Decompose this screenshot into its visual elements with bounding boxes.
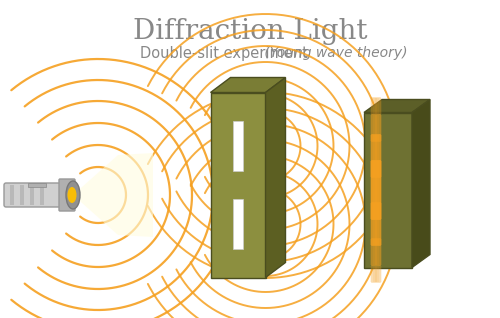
Bar: [370, 266, 382, 282]
Polygon shape: [364, 113, 412, 267]
Polygon shape: [364, 100, 430, 113]
Bar: [372, 135, 380, 177]
Bar: [28, 183, 46, 187]
Bar: [20, 185, 24, 205]
FancyBboxPatch shape: [59, 179, 75, 211]
FancyBboxPatch shape: [371, 265, 381, 283]
Bar: [233, 199, 243, 249]
Bar: [370, 135, 382, 177]
Bar: [370, 203, 382, 245]
Bar: [370, 115, 382, 141]
Bar: [374, 266, 378, 282]
Bar: [233, 121, 243, 171]
Text: Diffraction Light: Diffraction Light: [133, 18, 367, 45]
Bar: [374, 266, 378, 282]
Polygon shape: [266, 78, 285, 278]
Bar: [10, 185, 14, 205]
FancyBboxPatch shape: [371, 160, 381, 220]
Text: Double-slit experiment: Double-slit experiment: [140, 46, 308, 61]
Bar: [374, 161, 378, 219]
Bar: [374, 98, 378, 114]
FancyBboxPatch shape: [371, 114, 381, 142]
Bar: [374, 239, 378, 265]
Bar: [374, 161, 378, 219]
Bar: [370, 115, 382, 141]
Polygon shape: [412, 100, 430, 267]
Bar: [370, 98, 382, 114]
Bar: [372, 161, 380, 219]
Bar: [374, 135, 378, 177]
Ellipse shape: [68, 187, 76, 203]
Bar: [370, 135, 382, 177]
Bar: [374, 98, 378, 114]
Bar: [370, 161, 382, 219]
Bar: [370, 239, 382, 265]
Polygon shape: [210, 93, 266, 278]
Bar: [372, 239, 380, 265]
Bar: [374, 203, 378, 245]
FancyBboxPatch shape: [371, 134, 381, 178]
Bar: [370, 161, 382, 219]
Bar: [372, 203, 380, 245]
Bar: [370, 98, 382, 114]
Bar: [370, 266, 382, 282]
FancyBboxPatch shape: [4, 183, 63, 207]
Bar: [374, 115, 378, 141]
Bar: [372, 98, 380, 114]
Bar: [372, 161, 380, 219]
Bar: [374, 239, 378, 265]
Bar: [372, 239, 380, 265]
Bar: [374, 115, 378, 141]
Bar: [40, 185, 44, 205]
Bar: [372, 203, 380, 245]
Bar: [374, 135, 378, 177]
Bar: [372, 115, 380, 141]
FancyBboxPatch shape: [371, 97, 381, 115]
Bar: [372, 115, 380, 141]
Bar: [372, 266, 380, 282]
Bar: [30, 185, 34, 205]
Polygon shape: [73, 153, 153, 237]
FancyBboxPatch shape: [371, 202, 381, 246]
Bar: [370, 239, 382, 265]
Bar: [370, 203, 382, 245]
Bar: [374, 203, 378, 245]
Ellipse shape: [66, 181, 80, 209]
Bar: [372, 98, 380, 114]
Text: (Young wave theory): (Young wave theory): [260, 46, 408, 60]
Bar: [372, 266, 380, 282]
Bar: [372, 135, 380, 177]
FancyBboxPatch shape: [371, 238, 381, 266]
Polygon shape: [210, 78, 286, 93]
